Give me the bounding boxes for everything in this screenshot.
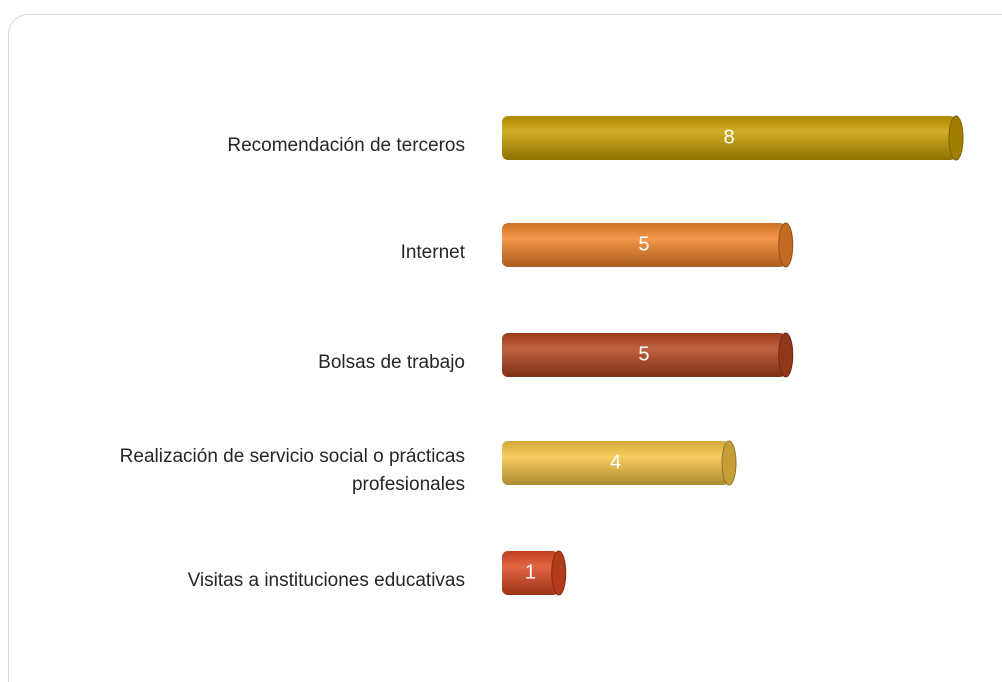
bar-cap xyxy=(948,115,964,161)
bar-cap xyxy=(778,332,794,378)
bar-cap xyxy=(551,550,567,596)
bar xyxy=(502,223,786,267)
category-label: Internet xyxy=(400,242,465,263)
data-label: 5 xyxy=(638,343,649,365)
category-label: Visitas a instituciones educativas xyxy=(187,570,465,591)
chart-frame xyxy=(8,14,1002,682)
bar-cap xyxy=(778,222,794,268)
data-label: 5 xyxy=(638,233,649,255)
bar xyxy=(502,333,786,377)
bar-cap xyxy=(721,440,737,486)
data-label: 4 xyxy=(610,451,621,473)
bar xyxy=(502,116,956,160)
category-label: Recomendación de terceros xyxy=(227,135,465,156)
data-label: 1 xyxy=(525,561,536,583)
category-label: Bolsas de trabajo xyxy=(318,352,465,373)
bar xyxy=(502,551,559,595)
category-label: Realización de servicio social o práctic… xyxy=(119,446,465,495)
bar xyxy=(502,441,729,485)
data-label: 8 xyxy=(723,126,734,148)
